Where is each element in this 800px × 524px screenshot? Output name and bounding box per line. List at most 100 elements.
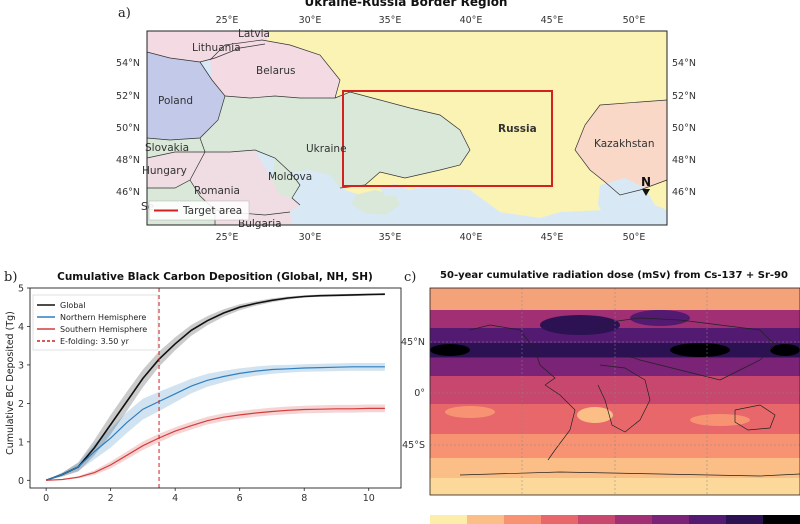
colorbar-segment [689, 515, 727, 524]
lat-tick-label: 45°S [402, 440, 425, 451]
lat-tick-label: 50°N [116, 123, 140, 134]
coastline [734, 404, 776, 431]
colorbar [430, 515, 800, 524]
coastlines [459, 317, 800, 477]
legend-label: E-folding: 3.50 yr [60, 337, 130, 346]
dose-lowspot [690, 414, 750, 426]
x-tick-label: 8 [301, 493, 307, 504]
lon-tick-label: 25°E [216, 15, 239, 26]
uncertainty-bands [46, 293, 385, 481]
country-label: Latvia [238, 28, 270, 40]
y-tick-label: 4 [18, 322, 24, 333]
country-label: Romania [194, 185, 240, 197]
coastline [459, 471, 800, 477]
y-axis-ticks: 0 1 2 3 4 5 [18, 284, 30, 487]
colorbar-segment [652, 515, 690, 524]
y-tick-label: 3 [18, 360, 24, 371]
country-label: Lithuania [192, 42, 241, 54]
country-label: Hungary [142, 165, 187, 177]
panel-b: b) Cumulative Black Carbon Deposition (G… [4, 270, 402, 504]
dose-band [430, 478, 800, 495]
country-label: Belarus [256, 65, 295, 77]
global-line [45, 293, 385, 482]
y-axis-label: Cumulative BC Deposited (Tg) [5, 311, 16, 455]
lat-ticks-right: 54°N 52°N 50°N 48°N 46°N [672, 58, 696, 198]
southern-hemisphere-band [46, 404, 385, 481]
panel-c-title: 50-year cumulative radiation dose (mSv) … [440, 270, 788, 281]
panel-c-label: c) [404, 270, 416, 285]
x-tick-label: 2 [108, 493, 114, 504]
lon-tick-label: 35°E [379, 15, 402, 26]
plot-frame [29, 287, 402, 489]
legend-label: Target area [182, 205, 242, 217]
x-tick-label: 10 [363, 493, 375, 504]
colorbar-segment [578, 515, 616, 524]
country-label: Kazakhstan [594, 138, 655, 150]
map-frame [146, 30, 668, 226]
colorbar-segment [504, 515, 542, 524]
border-line [574, 99, 668, 196]
x-tick-label: 0 [43, 493, 49, 504]
lat-tick-label: 46°N [116, 187, 140, 198]
country-label: Moldova [268, 171, 312, 183]
slovakia-region [147, 138, 205, 158]
dose-hotspot [630, 310, 690, 326]
crimea-region [352, 190, 400, 215]
lat-tick-label: 48°N [672, 155, 696, 166]
country-label: Slovakia [145, 142, 189, 154]
plot-area: 0 2 4 6 8 10 0 1 2 3 4 5 Global Northern Hemisphere… [18, 284, 402, 504]
lat-tick-label: 54°N [116, 58, 140, 69]
legend-label: Global [60, 301, 86, 310]
colorbar-segment [615, 515, 653, 524]
panel-a: a) Ukraine-Russia Border Region [116, 0, 696, 243]
north-arrow-icon [642, 189, 650, 196]
x-tick-label: 4 [172, 493, 178, 504]
dose-band [430, 288, 800, 310]
caspian-sea [598, 178, 667, 225]
border-line [146, 151, 206, 189]
border-line [146, 51, 226, 141]
colorbar-segment [763, 515, 800, 524]
lon-ticks-bottom: 25°E 30°E 35°E 40°E 45°E 50°E [216, 232, 646, 243]
country-label: Ukraine [306, 143, 347, 155]
border-line [209, 39, 341, 99]
country-label: Bulgaria [238, 218, 282, 230]
lat-tick-label: 52°N [672, 91, 696, 102]
country-label: Russia [498, 123, 537, 135]
southern-hemisphere-line [46, 407, 385, 481]
x-axis-ticks: 0 2 4 6 8 10 [43, 488, 375, 504]
moldova-region [272, 158, 300, 198]
panel-c: c) 50-year cumulative radiation dose (mS… [401, 270, 800, 524]
romania-region [190, 150, 300, 215]
dose-lowspot [577, 407, 613, 423]
dose-hotspot [770, 344, 800, 356]
lat-tick-label: 0° [414, 388, 425, 399]
target-area-box [342, 90, 553, 187]
kazakhstan-region [575, 100, 667, 195]
panel-a-title: Ukraine-Russia Border Region [305, 0, 508, 9]
lat-tick-label: 54°N [672, 58, 696, 69]
chart-legend: Global Northern Hemisphere Southern Hemisp… [32, 294, 159, 351]
legend-box [148, 200, 250, 221]
ukraine-region [200, 92, 470, 188]
north-arrow-label: N [641, 175, 651, 189]
lon-tick-label: 35°E [379, 232, 402, 243]
x-tick-label: 6 [237, 493, 243, 504]
coastline [544, 384, 576, 461]
baltic-region [147, 31, 270, 62]
lat-tick-label: 45°N [401, 337, 425, 348]
dose-map-frame [429, 287, 800, 496]
global-band [46, 293, 385, 481]
map: Latvia Lithuania Belarus Poland Ukraine … [141, 28, 668, 230]
dose-map [429, 287, 800, 496]
lon-tick-label: 30°E [299, 232, 322, 243]
border-line [199, 43, 266, 63]
lat-tick-label: 52°N [116, 91, 140, 102]
panel-b-label: b) [4, 270, 17, 285]
country-label: Poland [158, 95, 193, 107]
belarus-region [210, 40, 340, 98]
map-gridlines [430, 288, 800, 495]
colorbar-segment [726, 515, 764, 524]
lat-tick-label: 50°N [672, 123, 696, 134]
lon-tick-label: 40°E [460, 15, 483, 26]
